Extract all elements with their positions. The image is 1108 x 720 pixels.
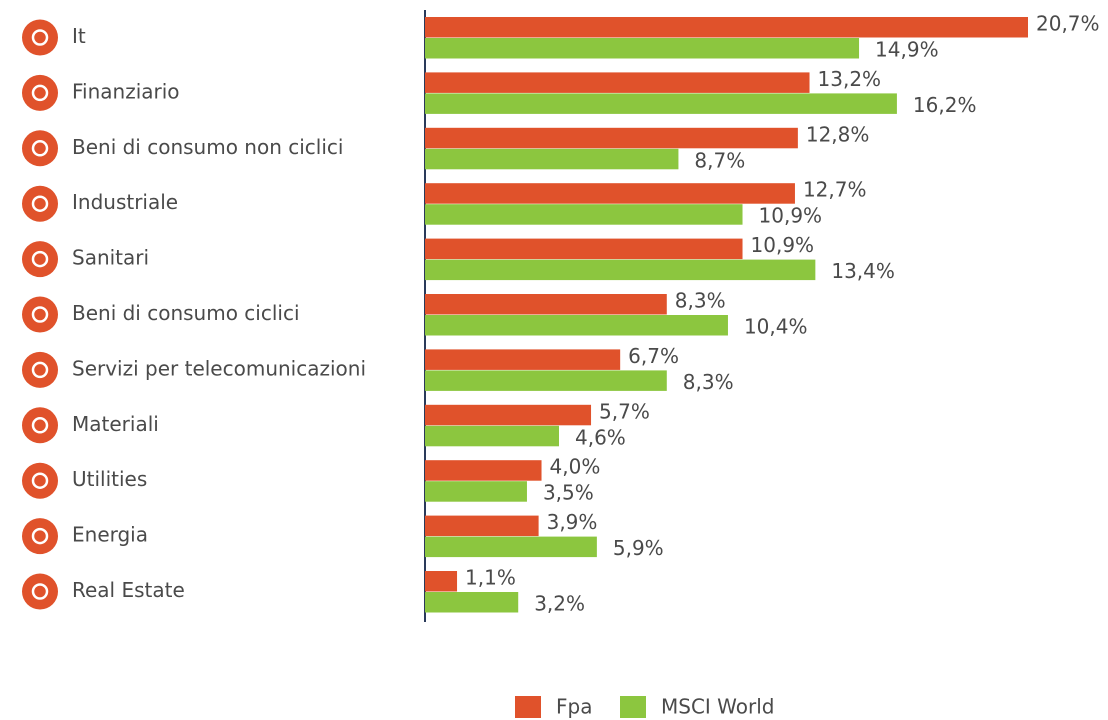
bar [425,592,519,613]
bar [425,38,860,59]
category-label: Beni di consumo ciclici [72,301,300,325]
bar [425,536,597,558]
legend-label: MSCI World [661,695,775,719]
bar [425,294,667,315]
bar [425,425,559,447]
value-label: 4,6% [575,425,626,449]
value-label: 12,8% [806,122,870,146]
category-icon [22,185,58,222]
category-label: Beni di consumo non ciclici [72,135,343,159]
value-label: 8,7% [694,148,745,172]
value-label: 3,2% [534,592,585,616]
value-label: 8,3% [675,289,726,313]
category-icon [22,19,58,56]
legend-swatch [620,696,646,718]
category-icon [22,351,58,388]
category-icon-glyph [31,527,49,545]
value-label: 12,7% [803,178,867,202]
value-label: 13,4% [831,259,895,283]
bar [425,183,795,204]
value-label: 16,2% [913,93,977,117]
legend-swatch [515,696,541,718]
value-label: 8,3% [683,370,734,394]
bar [425,349,621,370]
bar [425,127,798,149]
bar [425,315,728,336]
category-icon-glyph [31,472,49,489]
category-label: Real Estate [72,578,185,602]
category-label: Sanitari [72,246,149,270]
category-icon-glyph [31,84,49,102]
value-label: 10,4% [744,315,808,339]
category-icon [22,407,58,444]
category-icon-glyph [31,306,49,323]
bar [425,481,527,502]
bar [425,515,539,537]
value-label: 3,9% [547,510,598,534]
bar [425,72,810,93]
category-label: Industriale [72,190,178,214]
category-icon [22,296,58,333]
category-icon-glyph [31,417,49,434]
category-icon-glyph [31,583,49,600]
category-label: Materiali [72,412,159,436]
category-label: It [72,24,86,48]
legend-label: Fpa [556,695,592,719]
bar [425,571,458,592]
bar [425,370,667,391]
value-label: 5,9% [613,536,664,560]
bar [425,238,743,260]
category-icon [22,573,58,610]
value-label: 10,9% [751,233,815,257]
bar [425,148,679,170]
category-icon-glyph [31,361,49,379]
value-label: 20,7% [1036,12,1100,36]
bar [425,93,897,114]
value-label: 5,7% [599,399,650,423]
category-icon-glyph [31,140,49,157]
value-label: 1,1% [465,566,516,590]
value-label: 3,5% [543,481,594,505]
category-icon [22,462,58,499]
bar [425,404,592,426]
category-icon [22,74,58,111]
value-label: 14,9% [875,38,939,62]
category-label: Servizi per telecomunicazioni [72,356,366,380]
category-icon-glyph [31,29,49,46]
bar [425,460,542,481]
bar [425,204,743,225]
value-label: 6,7% [628,344,679,368]
category-icon [22,241,58,278]
category-icon [22,130,58,167]
category-icon [22,518,58,555]
category-label: Energia [72,523,148,547]
category-icon-glyph [31,250,49,268]
bar [425,17,1028,38]
value-label: 4,0% [550,455,601,479]
category-label: Finanziario [72,79,180,103]
value-label: 10,9% [759,204,823,228]
category-label: Utilities [72,467,147,491]
value-label: 13,2% [818,67,882,91]
bar [425,259,816,281]
category-icon-glyph [31,195,49,212]
